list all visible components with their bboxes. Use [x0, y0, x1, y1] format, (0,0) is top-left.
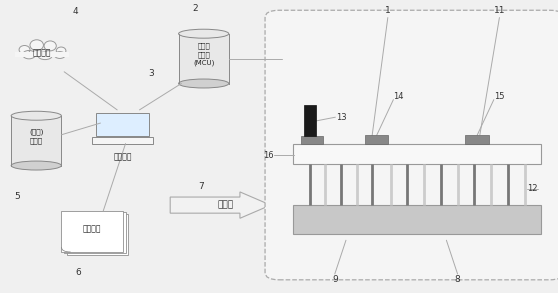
- Text: 15: 15: [494, 92, 504, 101]
- Text: 1: 1: [385, 6, 391, 15]
- FancyBboxPatch shape: [92, 137, 153, 144]
- Text: 本地电脑: 本地电脑: [113, 152, 132, 161]
- Bar: [465, 135, 489, 144]
- Bar: [293, 205, 541, 234]
- Ellipse shape: [56, 47, 66, 55]
- FancyBboxPatch shape: [96, 113, 149, 136]
- Ellipse shape: [179, 29, 229, 38]
- Text: 9: 9: [332, 275, 338, 284]
- Bar: [304, 105, 316, 136]
- Text: 云服务器: 云服务器: [32, 48, 51, 57]
- Text: 2: 2: [193, 4, 198, 13]
- Text: 14: 14: [393, 92, 404, 101]
- Text: 6: 6: [75, 268, 81, 277]
- Text: 7: 7: [198, 182, 204, 190]
- Text: 16: 16: [263, 151, 273, 160]
- Text: 扫码枪: 扫码枪: [218, 201, 234, 209]
- Text: 11: 11: [494, 6, 505, 15]
- Text: 13: 13: [336, 113, 347, 122]
- Ellipse shape: [19, 45, 30, 54]
- Text: 12: 12: [527, 185, 538, 193]
- Bar: [15, 52, 69, 57]
- Bar: [365, 135, 388, 144]
- FancyBboxPatch shape: [67, 214, 128, 255]
- Bar: [301, 136, 323, 144]
- Text: 测试程序: 测试程序: [83, 224, 102, 233]
- Bar: [11, 116, 61, 166]
- Ellipse shape: [44, 41, 56, 51]
- FancyBboxPatch shape: [64, 212, 126, 253]
- Text: 4: 4: [73, 7, 78, 16]
- Text: 可编程
处理器
(MCU): 可编程 处理器 (MCU): [193, 43, 214, 66]
- Ellipse shape: [30, 40, 44, 50]
- PathPatch shape: [170, 192, 271, 218]
- Ellipse shape: [11, 161, 61, 170]
- Ellipse shape: [179, 79, 229, 88]
- FancyBboxPatch shape: [265, 10, 558, 280]
- Ellipse shape: [11, 111, 61, 120]
- Bar: [179, 34, 229, 84]
- Ellipse shape: [22, 50, 35, 59]
- Text: 8: 8: [455, 275, 460, 284]
- Ellipse shape: [38, 52, 52, 59]
- Text: 3: 3: [148, 69, 153, 78]
- Text: (本地)
数据库: (本地) 数据库: [29, 129, 44, 144]
- FancyBboxPatch shape: [61, 211, 123, 252]
- Bar: [293, 144, 541, 164]
- Ellipse shape: [54, 52, 65, 59]
- Text: 5: 5: [14, 192, 20, 201]
